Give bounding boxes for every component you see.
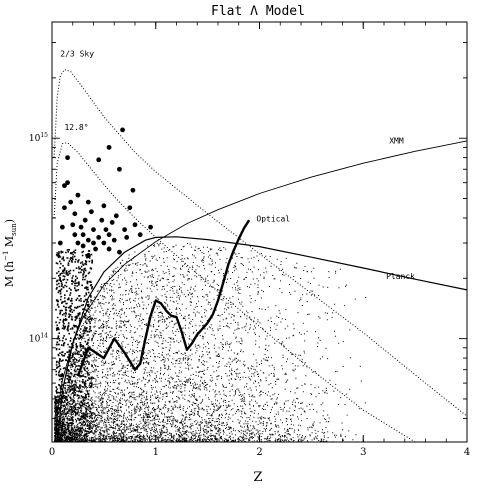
massive-cluster-point bbox=[137, 232, 143, 238]
massive-cluster-point bbox=[124, 234, 130, 240]
y-axis-label-subscript: sun bbox=[10, 223, 18, 236]
massive-cluster-point bbox=[111, 237, 117, 243]
curve-label: Optical bbox=[256, 214, 290, 223]
massive-cluster-point bbox=[75, 192, 81, 198]
massive-cluster-point bbox=[72, 211, 78, 217]
massive-cluster-point bbox=[62, 205, 67, 211]
massive-clusters bbox=[57, 127, 153, 258]
curve-xmm bbox=[54, 140, 467, 441]
y-axis-label-text: M (h−1 Msun) bbox=[2, 219, 18, 287]
massive-cluster-point bbox=[62, 183, 67, 189]
massive-cluster-point bbox=[65, 180, 70, 186]
curve-label: 2/3 Sky bbox=[60, 50, 94, 59]
massive-cluster-point bbox=[130, 187, 136, 193]
curve-planck bbox=[56, 236, 467, 442]
massive-cluster-point bbox=[96, 157, 102, 163]
massive-cluster-point bbox=[148, 224, 153, 230]
massive-cluster-point bbox=[65, 155, 70, 161]
y-axis-label-mid: M bbox=[3, 236, 16, 251]
massive-cluster-point bbox=[93, 246, 98, 252]
massive-cluster-point bbox=[75, 240, 81, 246]
massive-cluster-point bbox=[113, 213, 119, 219]
massive-cluster-point bbox=[80, 232, 86, 238]
massive-cluster-point bbox=[106, 232, 112, 238]
x-tick-label: 0 bbox=[49, 447, 55, 458]
massive-cluster-point bbox=[85, 237, 91, 243]
x-tick-label: 3 bbox=[360, 447, 366, 458]
massive-cluster-point bbox=[101, 240, 107, 246]
massive-cluster-point bbox=[57, 240, 63, 246]
massive-cluster-point bbox=[72, 232, 78, 238]
y-tick-label: 1015 bbox=[29, 132, 48, 144]
massive-cluster-point bbox=[127, 205, 133, 211]
massive-cluster-point bbox=[68, 199, 74, 205]
y-tick-label: 1014 bbox=[29, 333, 48, 345]
massive-cluster-point bbox=[89, 209, 94, 215]
curve-12-8 bbox=[53, 142, 416, 442]
massive-cluster-point bbox=[120, 127, 125, 133]
curve-label: 12.8° bbox=[64, 123, 88, 132]
massive-cluster-point bbox=[80, 243, 86, 249]
massive-cluster-point bbox=[99, 217, 105, 223]
scatter-field bbox=[54, 242, 367, 442]
curve-label: Planck bbox=[386, 272, 415, 281]
x-tick-label: 1 bbox=[153, 447, 159, 458]
massive-cluster-point bbox=[85, 253, 91, 258]
massive-cluster-point bbox=[91, 227, 96, 232]
y-axis-label-end: ) bbox=[3, 219, 16, 223]
plot-area: 2/3 Sky 12.8° XMM Optical Planck bbox=[53, 50, 467, 442]
massive-cluster-point bbox=[101, 203, 107, 209]
scatter-points bbox=[54, 242, 367, 442]
curve-optical bbox=[76, 219, 251, 377]
curve-label: XMM bbox=[389, 137, 404, 146]
x-tick-label: 4 bbox=[464, 447, 470, 458]
massive-cluster-point bbox=[91, 240, 96, 246]
curve-labels: 2/3 Sky 12.8° XMM Optical Planck bbox=[60, 50, 415, 281]
massive-cluster-point bbox=[117, 166, 122, 172]
x-tick-label: 2 bbox=[256, 447, 262, 458]
chart-title: Flat Λ Model bbox=[211, 4, 305, 19]
massive-cluster-point bbox=[106, 246, 112, 252]
massive-cluster-point bbox=[103, 227, 109, 232]
massive-cluster-point bbox=[78, 224, 84, 230]
plot-frame bbox=[51, 21, 468, 443]
massive-cluster-point bbox=[70, 222, 76, 228]
y-axis-label: M (h−1 Msun) bbox=[2, 219, 18, 287]
massive-cluster-point bbox=[106, 144, 112, 150]
massive-cluster-point bbox=[96, 234, 102, 240]
x-axis-label: Z bbox=[253, 470, 262, 485]
massive-cluster-point bbox=[117, 249, 122, 255]
massive-cluster-point bbox=[132, 222, 138, 228]
curve-2-3-sky bbox=[53, 69, 467, 417]
massive-cluster-point bbox=[109, 220, 115, 225]
y-axis-label-superscript: −1 bbox=[2, 251, 10, 261]
massive-cluster-point bbox=[122, 227, 128, 232]
curves bbox=[53, 69, 467, 442]
massive-cluster-point bbox=[85, 199, 91, 205]
massive-cluster-point bbox=[59, 224, 65, 230]
massive-cluster-point bbox=[82, 217, 88, 223]
